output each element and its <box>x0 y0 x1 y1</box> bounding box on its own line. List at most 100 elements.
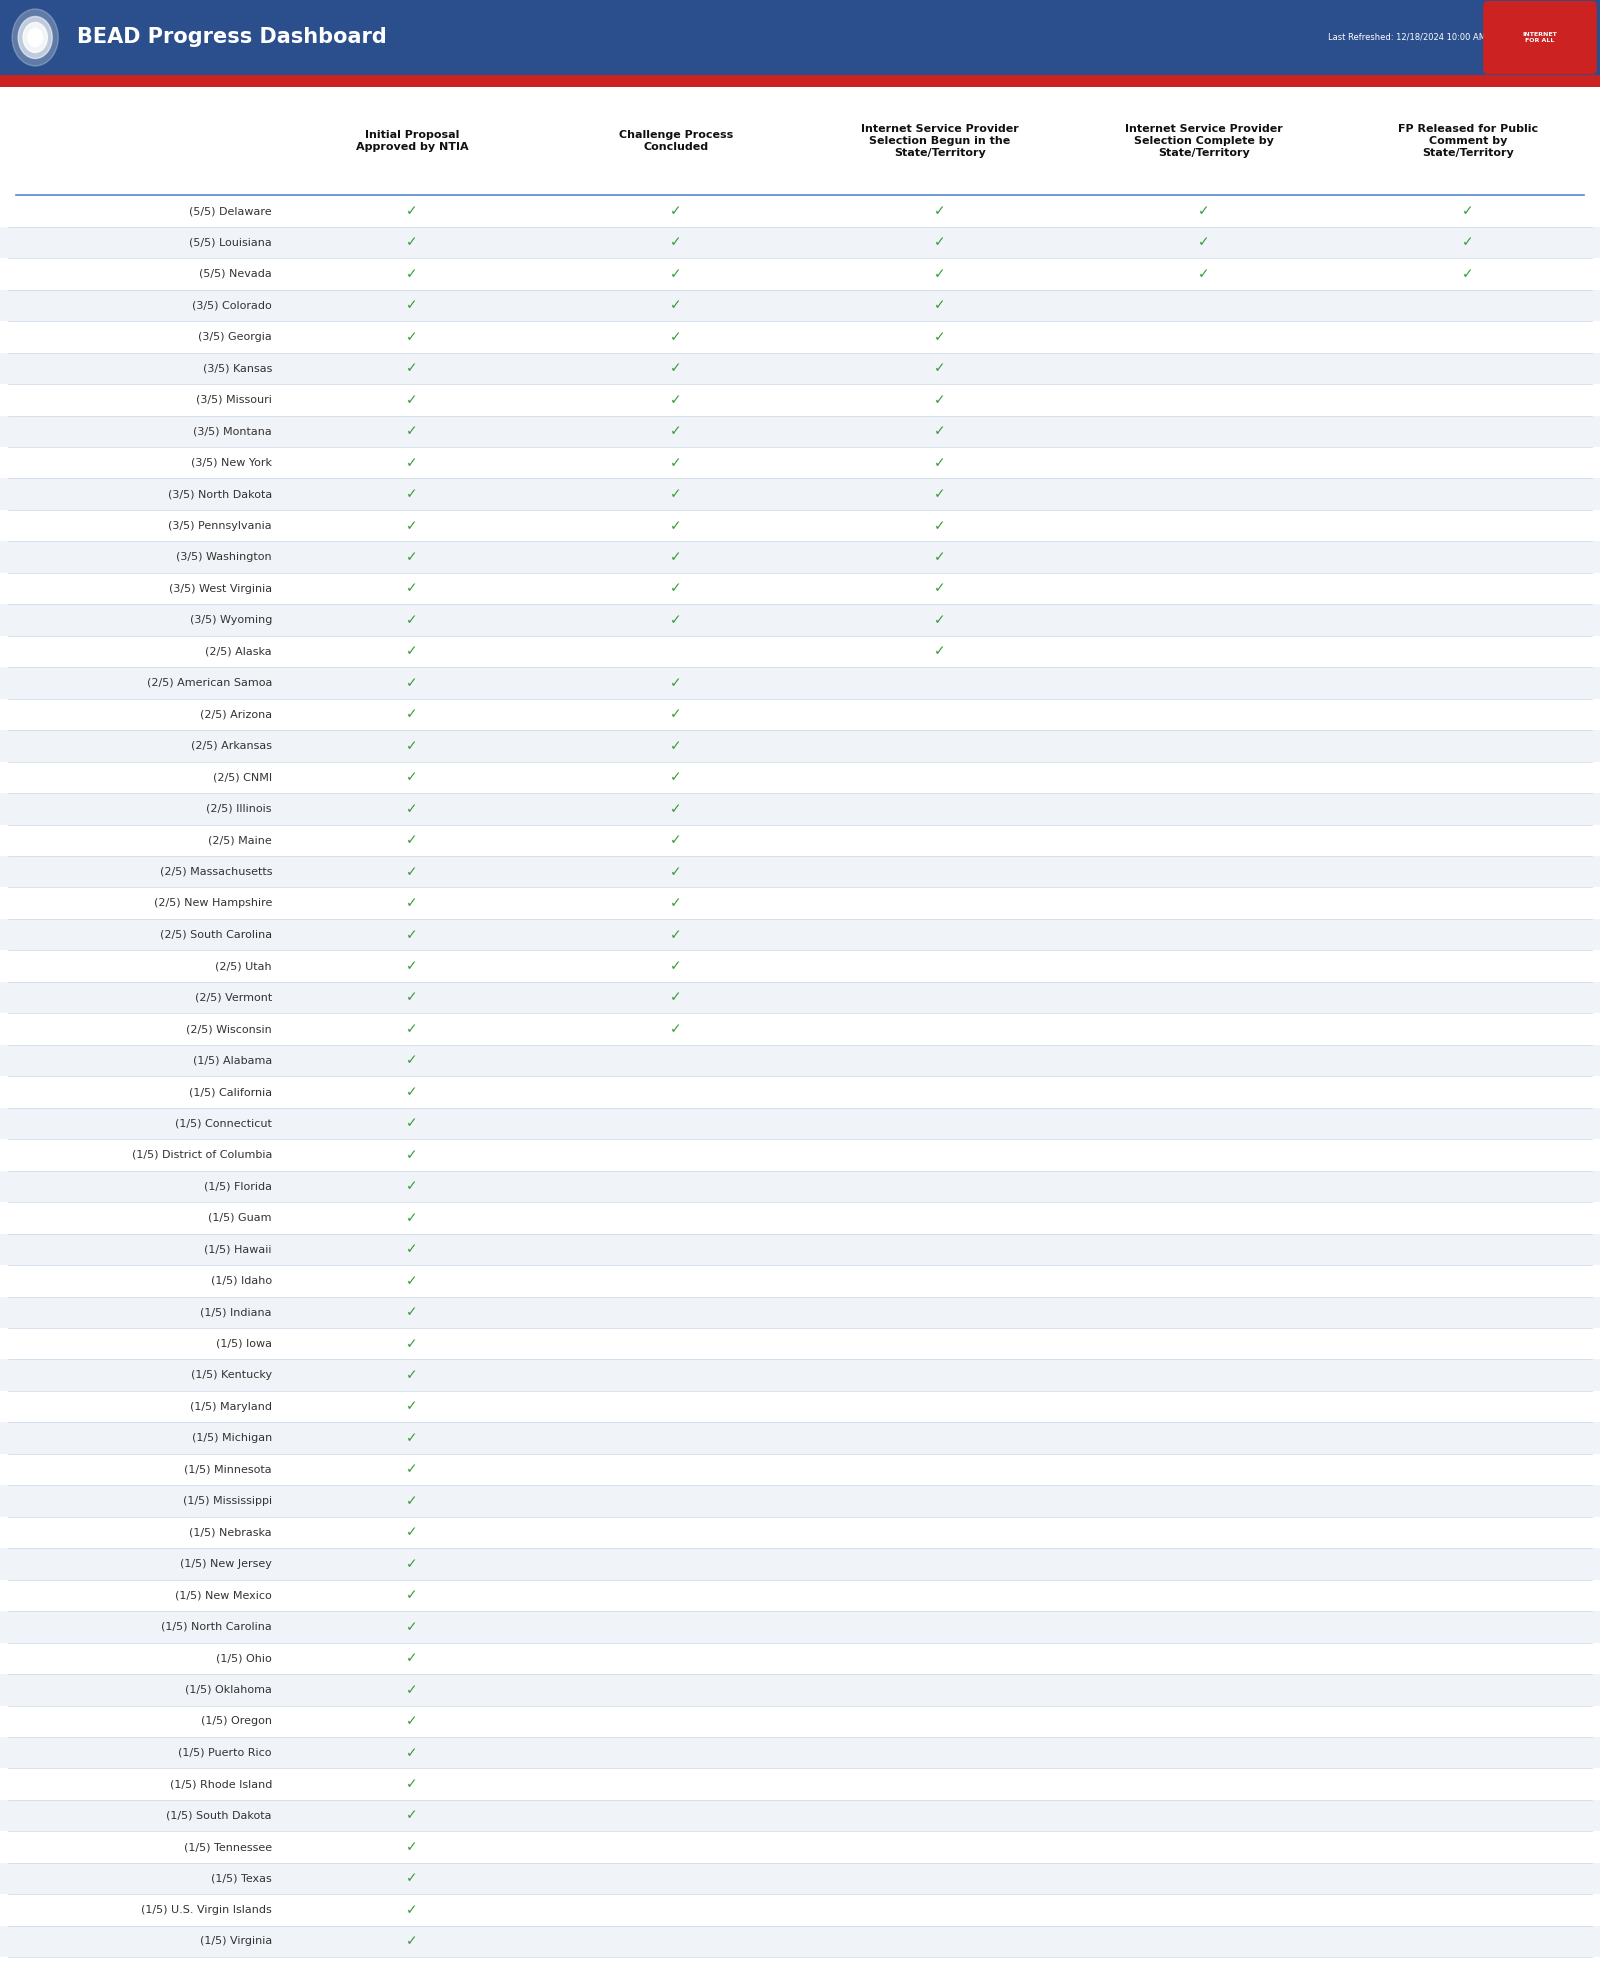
Bar <box>0 635 1600 667</box>
Text: (3/5) Missouri: (3/5) Missouri <box>197 395 272 404</box>
Text: (3/5) North Dakota: (3/5) North Dakota <box>168 489 272 499</box>
Text: (3/5) Washington: (3/5) Washington <box>176 552 272 562</box>
Text: (1/5) Hawaii: (1/5) Hawaii <box>205 1245 272 1255</box>
Bar <box>0 509 1600 541</box>
Text: Internet Service Provider
Selection Complete by
State/Territory: Internet Service Provider Selection Comp… <box>1125 124 1283 158</box>
Text: (3/5) Wyoming: (3/5) Wyoming <box>190 616 272 625</box>
Text: ✓: ✓ <box>934 582 946 596</box>
Text: ✓: ✓ <box>406 1809 418 1823</box>
Text: ✓: ✓ <box>934 235 946 249</box>
Bar <box>0 258 1600 290</box>
Text: ✓: ✓ <box>670 896 682 910</box>
Bar <box>0 604 1600 635</box>
Text: (2/5) Wisconsin: (2/5) Wisconsin <box>186 1024 272 1034</box>
Text: ✓: ✓ <box>934 361 946 375</box>
Text: (1/5) Indiana: (1/5) Indiana <box>200 1308 272 1318</box>
Circle shape <box>27 28 43 47</box>
Bar <box>0 1202 1600 1233</box>
Text: (1/5) Oklahoma: (1/5) Oklahoma <box>186 1685 272 1695</box>
Text: (2/5) Alaska: (2/5) Alaska <box>205 647 272 657</box>
Text: ✓: ✓ <box>670 235 682 249</box>
Bar <box>0 951 1600 983</box>
Bar <box>0 1170 1600 1202</box>
Text: ✓: ✓ <box>670 329 682 343</box>
Text: (2/5) New Hampshire: (2/5) New Hampshire <box>154 898 272 908</box>
Bar <box>0 416 1600 448</box>
Text: ✓: ✓ <box>670 769 682 785</box>
Text: (3/5) West Virginia: (3/5) West Virginia <box>170 584 272 594</box>
Text: ✓: ✓ <box>406 235 418 249</box>
Text: (1/5) Mississippi: (1/5) Mississippi <box>182 1496 272 1505</box>
Text: Challenge Process
Concluded: Challenge Process Concluded <box>619 130 733 152</box>
Text: (1/5) New Mexico: (1/5) New Mexico <box>176 1590 272 1600</box>
Text: ✓: ✓ <box>406 1399 418 1413</box>
Text: (2/5) Utah: (2/5) Utah <box>216 961 272 971</box>
Text: (1/5) Kentucky: (1/5) Kentucky <box>190 1369 272 1381</box>
Text: ✓: ✓ <box>406 959 418 973</box>
Bar <box>0 983 1600 1014</box>
Bar <box>0 1736 1600 1768</box>
Bar <box>0 385 1600 416</box>
Text: Last Refreshed: 12/18/2024 10:00 AM EST: Last Refreshed: 12/18/2024 10:00 AM EST <box>1328 34 1504 41</box>
Bar <box>0 290 1600 322</box>
Text: ✓: ✓ <box>670 393 682 406</box>
Text: ✓: ✓ <box>406 1904 418 1918</box>
Text: ✓: ✓ <box>670 677 682 691</box>
Text: ✓: ✓ <box>406 1243 418 1257</box>
Text: (1/5) Connecticut: (1/5) Connecticut <box>174 1119 272 1129</box>
Text: (1/5) Nebraska: (1/5) Nebraska <box>189 1527 272 1537</box>
Bar <box>0 0 1600 75</box>
Bar <box>0 1863 1600 1894</box>
Text: ✓: ✓ <box>406 582 418 596</box>
Bar <box>0 1580 1600 1612</box>
Bar <box>0 1894 1600 1926</box>
Text: ✓: ✓ <box>406 708 418 722</box>
Text: ✓: ✓ <box>670 487 682 501</box>
Text: ✓: ✓ <box>670 266 682 280</box>
Bar <box>0 1359 1600 1391</box>
Bar <box>0 1046 1600 1077</box>
Text: (1/5) Michigan: (1/5) Michigan <box>192 1432 272 1442</box>
Text: ✓: ✓ <box>406 1180 418 1194</box>
Text: ✓: ✓ <box>1462 203 1474 219</box>
Bar <box>0 1296 1600 1328</box>
Text: ✓: ✓ <box>406 645 418 659</box>
Text: ✓: ✓ <box>670 519 682 533</box>
Text: (5/5) Delaware: (5/5) Delaware <box>189 205 272 217</box>
Text: (3/5) New York: (3/5) New York <box>190 458 272 468</box>
Text: Initial Proposal
Approved by NTIA: Initial Proposal Approved by NTIA <box>355 130 469 152</box>
Text: ✓: ✓ <box>670 990 682 1004</box>
Text: ✓: ✓ <box>1198 235 1210 249</box>
Text: (1/5) Ohio: (1/5) Ohio <box>216 1653 272 1663</box>
Bar <box>0 1926 1600 1957</box>
Text: ✓: ✓ <box>406 1367 418 1383</box>
Bar <box>0 322 1600 353</box>
Text: (2/5) South Carolina: (2/5) South Carolina <box>160 929 272 939</box>
Text: ✓: ✓ <box>1462 266 1474 280</box>
Text: ✓: ✓ <box>406 519 418 533</box>
Text: ✓: ✓ <box>1198 203 1210 219</box>
Text: (1/5) North Carolina: (1/5) North Carolina <box>162 1622 272 1632</box>
Text: ✓: ✓ <box>934 487 946 501</box>
Text: ✓: ✓ <box>406 1588 418 1602</box>
Text: (1/5) Puerto Rico: (1/5) Puerto Rico <box>179 1748 272 1758</box>
Text: (2/5) CNMI: (2/5) CNMI <box>213 771 272 783</box>
Bar <box>0 227 1600 258</box>
Text: ✓: ✓ <box>406 990 418 1004</box>
Text: (1/5) Tennessee: (1/5) Tennessee <box>184 1843 272 1853</box>
Text: (1/5) Guam: (1/5) Guam <box>208 1213 272 1223</box>
Text: ✓: ✓ <box>934 424 946 438</box>
Text: (2/5) Arkansas: (2/5) Arkansas <box>190 742 272 752</box>
Text: ✓: ✓ <box>934 203 946 219</box>
Text: ✓: ✓ <box>406 1117 418 1131</box>
Text: ✓: ✓ <box>406 424 418 438</box>
Text: ✓: ✓ <box>406 1841 418 1855</box>
Bar <box>0 1138 1600 1170</box>
Text: ✓: ✓ <box>670 550 682 564</box>
Bar <box>0 1705 1600 1736</box>
Text: ✓: ✓ <box>406 1651 418 1665</box>
Text: (2/5) Illinois: (2/5) Illinois <box>206 803 272 813</box>
Bar <box>0 1454 1600 1486</box>
Text: ✓: ✓ <box>934 645 946 659</box>
Text: ✓: ✓ <box>406 896 418 910</box>
